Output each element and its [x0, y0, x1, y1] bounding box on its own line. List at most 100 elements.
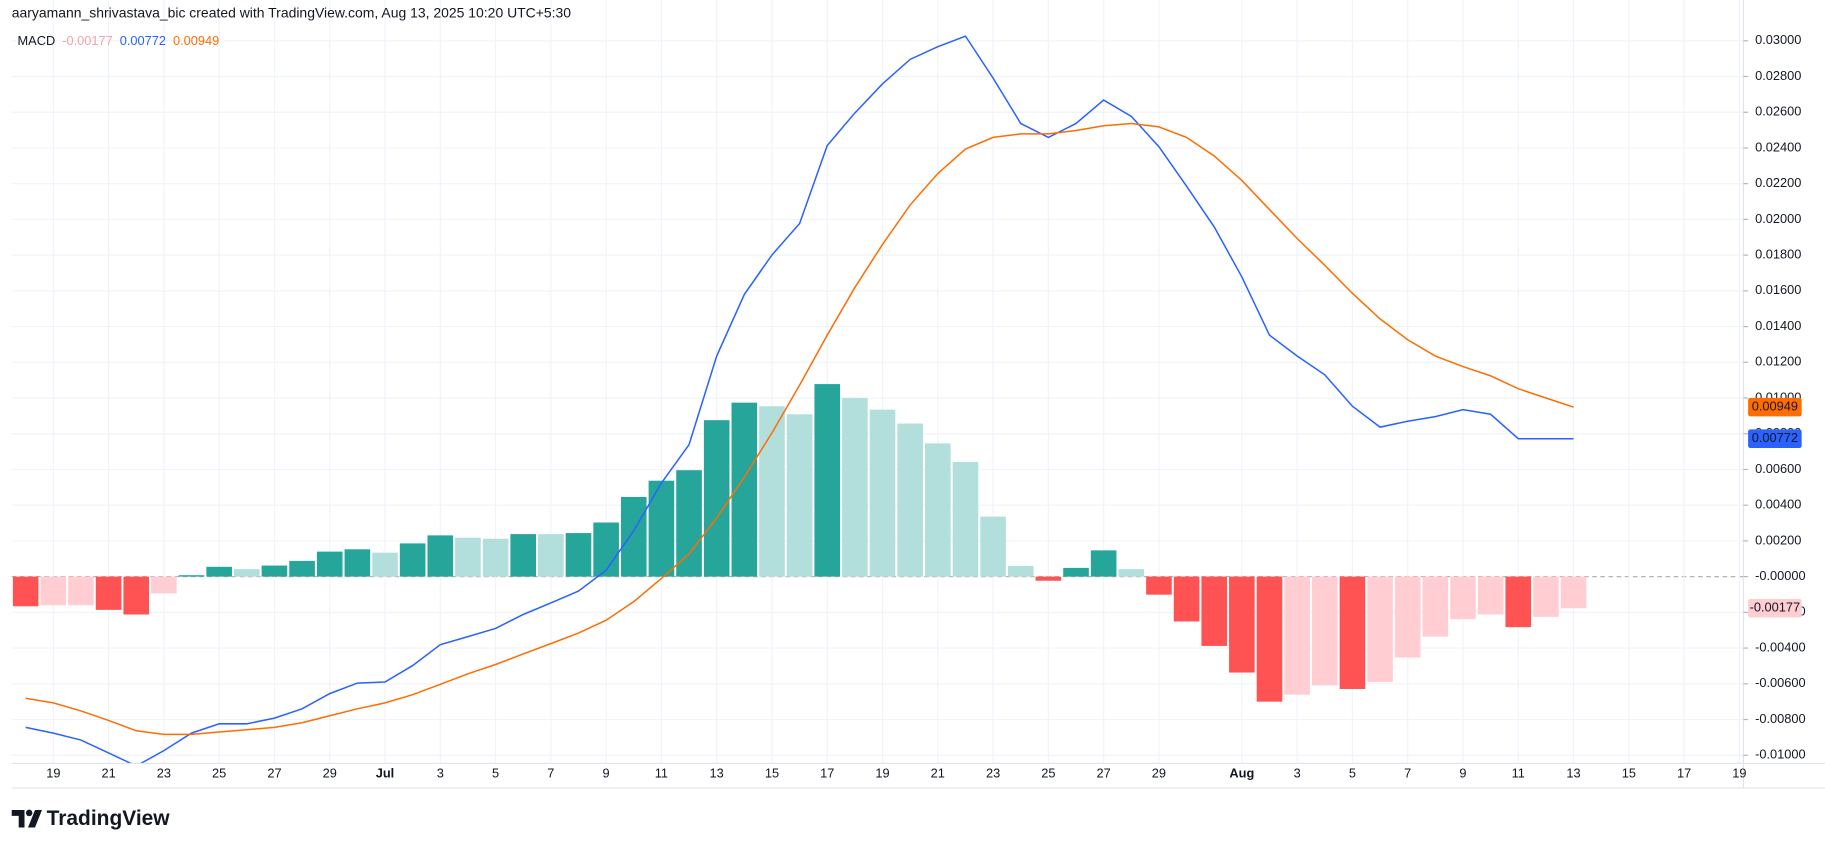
- x-tick-label: 9: [603, 765, 610, 780]
- price-tag: [1748, 598, 1802, 618]
- y-tick-label: 0.02000: [1755, 211, 1801, 226]
- y-tick-label: 0.01800: [1755, 246, 1801, 261]
- x-tick-label: 3: [1294, 765, 1301, 780]
- histogram-bar: [261, 565, 288, 577]
- x-tick-label: 13: [1566, 765, 1580, 780]
- x-tick-label: 23: [157, 765, 171, 780]
- histogram-bar: [316, 551, 343, 577]
- histogram-bar: [538, 534, 564, 577]
- histogram-bar: [1533, 576, 1559, 617]
- histogram-bar: [1173, 576, 1200, 622]
- logo-mark: [25, 809, 33, 817]
- histogram-bar: [206, 566, 232, 577]
- histogram-bar: [1394, 576, 1421, 658]
- x-tick-label: 7: [547, 765, 554, 780]
- histogram-bar: [1311, 576, 1338, 686]
- x-tick-label: 9: [1459, 765, 1466, 780]
- x-tick-label: 23: [986, 765, 1000, 780]
- x-tick-label: 27: [267, 765, 281, 780]
- y-tick-label: 0.00200: [1755, 532, 1801, 547]
- x-tick-label: 11: [655, 765, 668, 780]
- histogram-bar: [399, 543, 426, 577]
- indicator-name: MACD: [18, 33, 56, 48]
- histogram-bar: [565, 533, 592, 577]
- x-tick-label: 17: [1677, 765, 1691, 780]
- x-tick-label: 3: [437, 765, 444, 780]
- x-tick-label: 21: [931, 765, 945, 780]
- price-tag-label: 0.00949: [1752, 398, 1798, 413]
- y-tick-label: 0.01400: [1755, 318, 1801, 333]
- histogram-bar: [510, 534, 537, 577]
- histogram-bar: [1229, 576, 1255, 673]
- macd-line: [25, 122, 1574, 736]
- y-tick-label: 0.02600: [1755, 104, 1801, 119]
- x-tick-label: 19: [46, 765, 60, 780]
- histogram-bar: [178, 575, 205, 577]
- x-tick-label: 25: [212, 765, 226, 780]
- histogram-bar: [40, 576, 67, 606]
- logo: TradingView: [11, 807, 170, 830]
- price-tag: [1748, 397, 1802, 417]
- histogram-bar: [593, 522, 619, 577]
- histogram-bar: [1035, 576, 1062, 581]
- histogram-bar: [842, 398, 868, 577]
- x-tick-label: 19: [875, 765, 889, 780]
- histogram-bar: [1146, 576, 1172, 595]
- y-tick-label: 0.00600: [1755, 461, 1801, 476]
- x-tick-label: 11: [1512, 765, 1525, 780]
- x-tick-label: 7: [1404, 765, 1411, 780]
- y-tick-label: 0.02800: [1755, 68, 1801, 83]
- x-tick-label: 5: [1349, 765, 1356, 780]
- y-tick-label: 0.01600: [1755, 282, 1801, 297]
- histogram-bar: [620, 496, 647, 577]
- x-tick-label: 19: [1732, 765, 1746, 780]
- x-tick-label: 27: [1097, 765, 1111, 780]
- y-tick-label: -0.00000: [1755, 568, 1806, 583]
- x-tick-label: 5: [492, 765, 499, 780]
- histogram-bar: [897, 423, 923, 577]
- histogram-bar: [759, 406, 785, 577]
- x-tick-label: Jul: [376, 765, 395, 780]
- histogram-bar: [980, 516, 1006, 577]
- histogram-bar: [1118, 569, 1145, 577]
- logo-mark: [11, 810, 25, 828]
- y-tick-label: -0.00600: [1755, 675, 1806, 690]
- histogram-bar: [676, 470, 702, 577]
- histogram-bar: [1339, 576, 1366, 689]
- price-tag-label: 0.00772: [1752, 430, 1798, 445]
- caption: aaryamann_shrivastava_bic created with T…: [12, 5, 572, 21]
- y-tick-label: 0.01200: [1755, 354, 1801, 369]
- histogram-bar: [151, 576, 177, 594]
- y-tick-label: -0.00400: [1755, 639, 1806, 654]
- legend-value: 0.00949: [173, 33, 219, 48]
- histogram-bar: [482, 538, 509, 577]
- price-tag-label: -0.00177: [1750, 600, 1801, 615]
- histogram-bar: [952, 461, 979, 577]
- histogram-bar: [1422, 576, 1449, 637]
- histogram-bar: [1063, 567, 1089, 577]
- logo-mark: [28, 810, 42, 828]
- histogram-bar: [1560, 576, 1587, 609]
- y-tick-label: 0.03000: [1755, 32, 1801, 47]
- histogram-bar: [1256, 576, 1283, 702]
- y-tick-label: -0.00800: [1755, 711, 1806, 726]
- histogram-bar: [1477, 576, 1504, 615]
- x-tick-label: 21: [101, 765, 115, 780]
- histogram-bar: [1201, 576, 1228, 646]
- x-tick-label: 29: [1152, 765, 1166, 780]
- histogram-bar: [1505, 576, 1532, 628]
- plot-area: [12, 35, 1587, 764]
- x-tick-label: 13: [710, 765, 724, 780]
- histogram-bar: [344, 549, 371, 577]
- histogram-bar: [12, 576, 39, 607]
- histogram-bar: [1007, 565, 1034, 577]
- histogram-bar: [1367, 576, 1393, 683]
- price-tag: [1748, 429, 1802, 449]
- x-tick-label: 25: [1041, 765, 1055, 780]
- x-tick-label: 17: [820, 765, 834, 780]
- axes: 0.03000 0.02800 0.02600 0.02400 0.02200 0.020…: [46, 32, 1805, 780]
- histogram-bar: [68, 576, 94, 606]
- histogram-bar: [648, 480, 675, 577]
